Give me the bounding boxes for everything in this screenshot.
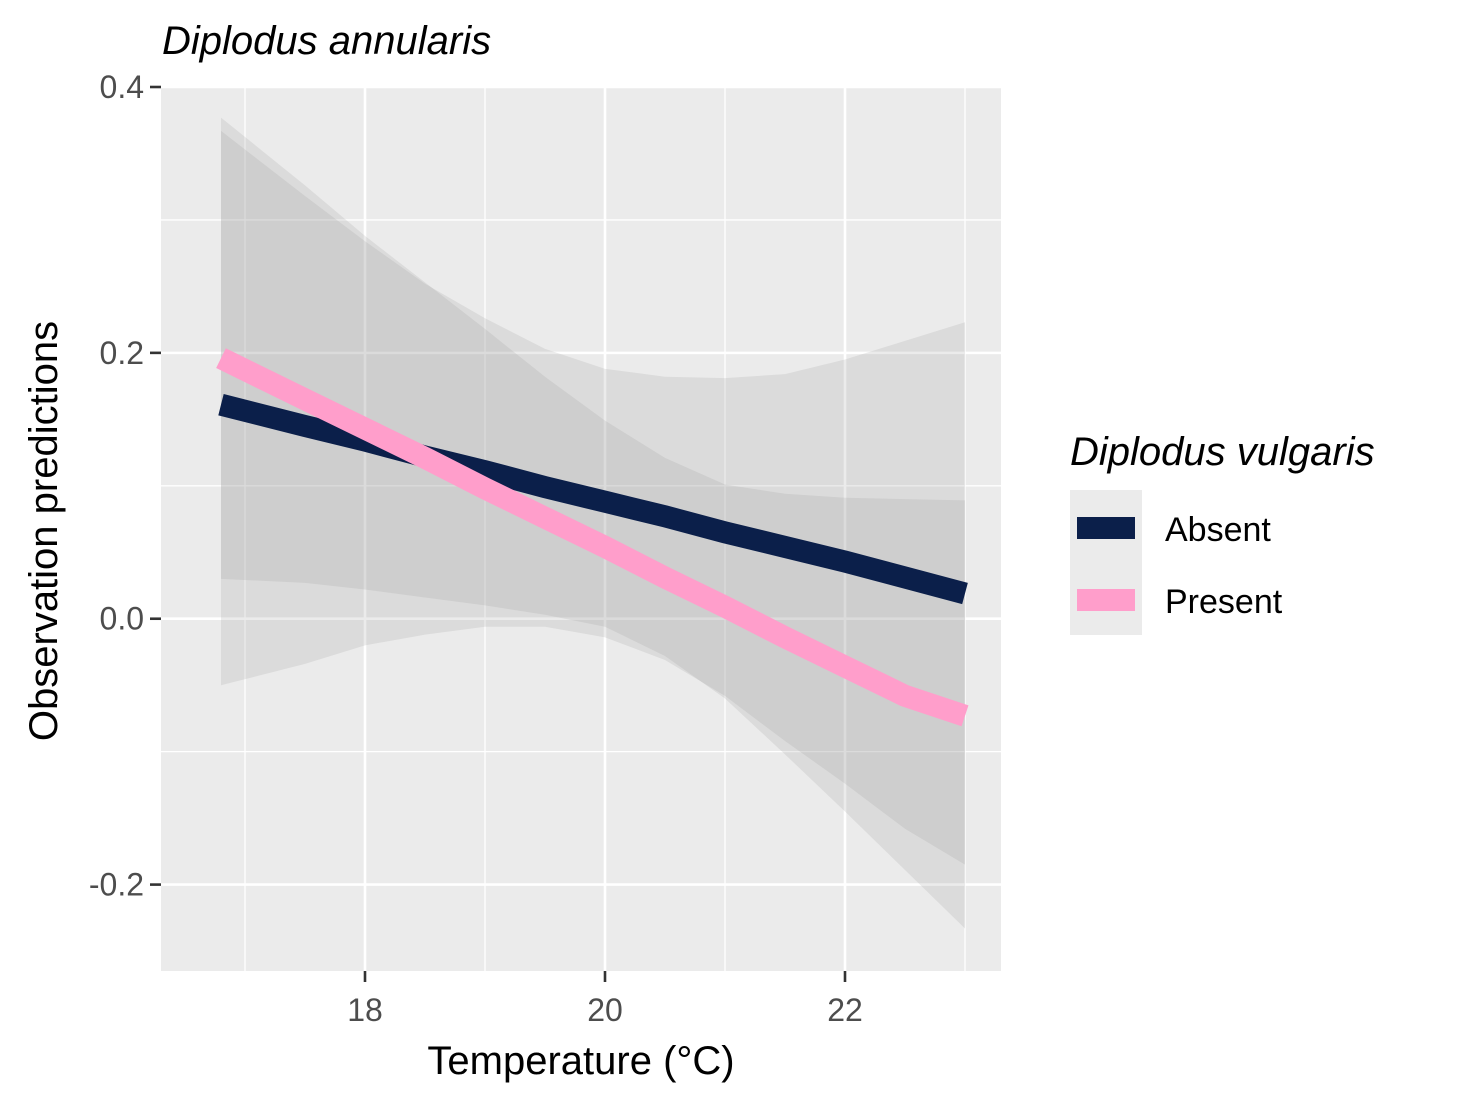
x-tick-label: 20	[587, 992, 623, 1028]
y-tick-label: 0.4	[100, 69, 144, 105]
x-axis: 18 20 22	[347, 971, 863, 1028]
series-line-present	[216, 348, 969, 727]
x-tick-label: 18	[347, 992, 383, 1028]
y-tick-label: 0.2	[100, 335, 144, 371]
y-tick-label: 0.0	[100, 601, 144, 637]
grid-major	[161, 85, 1001, 971]
legend-key-absent	[1077, 517, 1135, 539]
legend-label-present: Present	[1165, 583, 1283, 621]
series-lines	[216, 348, 969, 727]
legend-key-present	[1077, 589, 1135, 611]
ci-ribbon-present	[221, 117, 965, 929]
x-tick-label: 22	[827, 992, 863, 1028]
x-axis-title: Temperature (°C)	[427, 1039, 734, 1083]
legend: Diplodus vulgaris Absent Present	[1070, 430, 1375, 635]
chart-title: Diplodus annularis	[162, 19, 491, 63]
y-axis-title: Observation predictions	[22, 321, 66, 741]
y-axis: -0.2 0.0 0.2 0.4	[89, 69, 161, 903]
legend-key-background	[1070, 490, 1142, 635]
legend-title: Diplodus vulgaris	[1070, 430, 1375, 474]
legend-label-absent: Absent	[1165, 511, 1271, 549]
y-tick-label: -0.2	[89, 867, 144, 903]
